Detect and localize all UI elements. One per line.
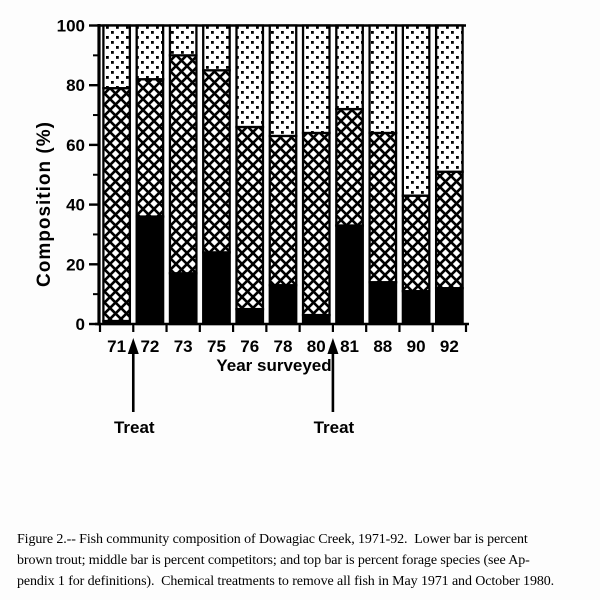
bar-brown-trout-75 <box>202 251 231 326</box>
bar-forage-species-92 <box>434 24 464 173</box>
y-axis-title: Composition (%) <box>34 121 55 287</box>
treat-arrowhead-icon <box>327 338 339 354</box>
y-tick-label: 20 <box>66 255 85 274</box>
y-tick-label: 0 <box>76 315 85 334</box>
bar-forage-species-81 <box>335 24 364 111</box>
x-axis-title: Year surveyed <box>216 356 331 375</box>
bar-forage-species-73 <box>168 24 198 57</box>
x-year-label: 72 <box>140 337 159 356</box>
x-year-label: 75 <box>207 337 226 356</box>
bar-competitors-88 <box>368 131 398 284</box>
y-tick-label: 40 <box>66 196 85 215</box>
bar-competitors-90 <box>401 194 431 293</box>
x-year-label: 76 <box>240 337 259 356</box>
x-year-label: 73 <box>174 337 193 356</box>
y-tick-label: 100 <box>57 17 85 36</box>
bar-forage-species-75 <box>202 24 231 72</box>
bar-forage-species-90 <box>401 24 431 197</box>
bar-brown-trout-90 <box>401 290 431 326</box>
treat-label: Treat <box>314 418 355 437</box>
bar-competitors-72 <box>135 78 165 218</box>
caption-line: brown trout; middle bar is percent compe… <box>17 553 530 568</box>
y-tick-label: 80 <box>66 76 85 95</box>
bar-brown-trout-81 <box>335 224 364 326</box>
treat-label: Treat <box>114 418 155 437</box>
x-year-label: 88 <box>373 337 392 356</box>
treat-arrowhead-icon <box>127 338 139 354</box>
bar-competitors-80 <box>301 131 331 317</box>
bar-forage-species-72 <box>135 24 165 81</box>
bar-forage-species-88 <box>368 24 398 135</box>
bar-forage-species-80 <box>301 24 331 135</box>
x-year-label: 92 <box>440 337 459 356</box>
x-year-label: 80 <box>307 337 326 356</box>
stacked-bar-chart: Composition (%) Year surveyed 0 20 40 60 80 1… <box>34 17 469 437</box>
bar-brown-trout-76 <box>235 307 265 326</box>
bar-competitors-81 <box>335 107 364 227</box>
bar-brown-trout-88 <box>368 281 398 326</box>
bar-forage-species-71 <box>102 24 132 90</box>
bar-competitors-71 <box>102 87 132 323</box>
bar-brown-trout-78 <box>268 284 298 326</box>
bar-competitors-92 <box>434 170 464 290</box>
bar-forage-species-78 <box>268 24 298 138</box>
x-year-label: 81 <box>340 337 359 356</box>
bar-competitors-75 <box>202 69 231 254</box>
caption-line: pendix 1 for definitions). Chemical trea… <box>17 574 555 589</box>
bar-brown-trout-72 <box>135 215 165 326</box>
y-tick-label: 60 <box>66 136 85 155</box>
caption-line: Figure 2.-- Fish community composition o… <box>17 532 528 547</box>
bar-brown-trout-92 <box>434 287 464 326</box>
bar-forage-species-76 <box>235 24 265 129</box>
figure-caption: Figure 2.-- Fish community composition o… <box>17 529 597 592</box>
x-year-label: 78 <box>274 337 293 356</box>
bar-competitors-78 <box>268 134 298 287</box>
chart-plot-area: 0 20 40 60 80 100 71 72 73 75 76 78 80 81 88 90 92 Treat T… <box>57 17 469 437</box>
bar-brown-trout-80 <box>301 313 331 326</box>
x-year-label: 90 <box>407 337 426 356</box>
bar-brown-trout-73 <box>168 272 198 326</box>
x-year-label: 71 <box>107 337 126 356</box>
bar-competitors-73 <box>168 54 198 275</box>
bar-competitors-76 <box>235 125 265 311</box>
